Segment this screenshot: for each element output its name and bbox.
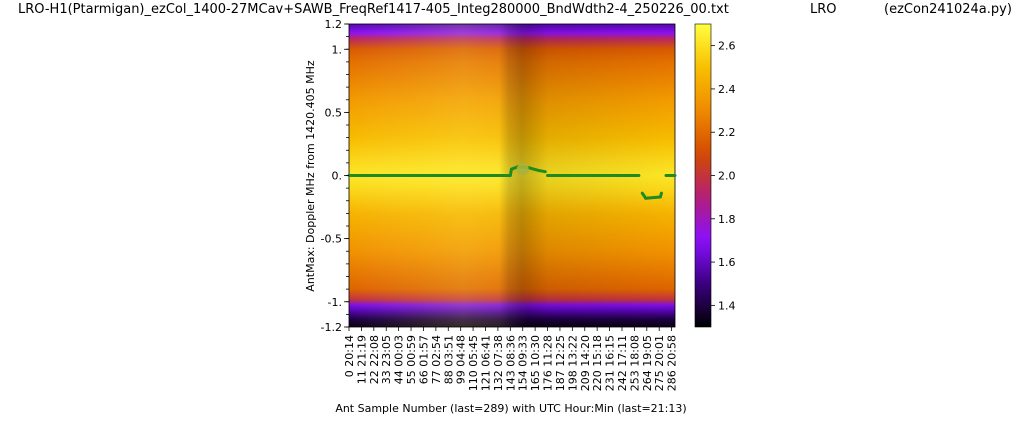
- site-label: LRO: [810, 2, 837, 17]
- x-tick-label: 44 00:03: [393, 335, 406, 384]
- x-tick-label: 253 18:08: [628, 335, 641, 391]
- x-tick-label: 99 04:48: [455, 335, 468, 384]
- track-segment: [537, 168, 547, 174]
- y-tick-label: -1.2: [321, 321, 342, 334]
- x-tick-label: 143 08:36: [504, 335, 517, 391]
- y-tick-label: 1.: [332, 43, 343, 56]
- y-tick-label: -0.5: [321, 233, 342, 246]
- x-tick-label: 231 16:15: [604, 335, 617, 391]
- colorbar-tick-label: 2.2: [718, 126, 736, 139]
- x-tick-label: 121 06:41: [479, 335, 492, 391]
- chart-title: LRO-H1(Ptarmigan)_ezCol_1400-27MCav+SAWB…: [18, 2, 729, 17]
- x-tick-label: 176 11:28: [542, 335, 555, 391]
- x-tick-label: 77 02:54: [430, 335, 443, 384]
- track-segment: [644, 195, 662, 200]
- x-tick-label: 55 00:59: [405, 335, 418, 384]
- x-tick-label: 220 15:18: [591, 335, 604, 391]
- colorbar: 1.4 1.6 1.8 2.0 2.2 2.4 2.6: [694, 23, 736, 328]
- x-tick-label: 242 17:11: [616, 335, 629, 391]
- x-tick-label: 286 20:58: [666, 335, 679, 391]
- x-tick-label: 198 13:22: [566, 335, 579, 391]
- colorbar-tick-label: 2.6: [718, 40, 736, 53]
- x-tick-label: 0 20:14: [343, 335, 356, 377]
- x-tick-label: 264 19:05: [641, 335, 654, 391]
- x-axis-label: Ant Sample Number (last=289) with UTC Ho…: [335, 402, 686, 415]
- x-tick-label: 33 23:05: [380, 335, 393, 384]
- x-tick-label: 88 03:51: [442, 335, 455, 384]
- y-tick-label: -1.: [328, 296, 342, 309]
- colorbar-tick-label: 1.4: [718, 299, 736, 312]
- x-tick-label: 66 01:57: [417, 335, 430, 384]
- y-tick-label: 0.: [332, 170, 343, 183]
- colorbar-gradient: [694, 23, 712, 328]
- x-tick-label: 165 10:30: [529, 335, 542, 391]
- max-marker: [516, 163, 529, 176]
- x-tick-label: 132 07:38: [492, 335, 505, 391]
- track-segment: [527, 166, 541, 172]
- x-tick-label: 275 20:01: [653, 335, 666, 391]
- x-tick-label: 187 12:25: [554, 335, 567, 391]
- y-axis-label: AntMax: Doppler MHz from 1420.405 MHz: [304, 60, 317, 292]
- colorbar-tick-label: 1.6: [718, 256, 736, 269]
- program-label: (ezCon241024a.py): [884, 2, 1012, 17]
- x-tick-label: 154 09:33: [517, 335, 530, 391]
- x-tick-label: 11 21:19: [355, 335, 368, 384]
- x-tick-label: 22 22:08: [368, 335, 381, 384]
- x-tick-label: 209 14:20: [579, 335, 592, 391]
- doppler-track: [347, 163, 677, 200]
- y-tick-label: 0.5: [325, 106, 343, 119]
- colorbar-tick-label: 2.0: [718, 170, 736, 183]
- track-segment: [658, 191, 663, 199]
- y-axis: 1.2 1. 0.5 0. -0.5 -1. -1.2: [321, 18, 349, 334]
- colorbar-tick-label: 1.8: [718, 213, 736, 226]
- x-tick-label: 110 05:45: [467, 335, 480, 391]
- x-axis: 0 20:14 11 21:19 22 22:08 33 23:05 44 00:03 5…: [343, 327, 679, 391]
- colorbar-tick-label: 2.4: [718, 83, 736, 96]
- y-tick-label: 1.2: [325, 18, 343, 31]
